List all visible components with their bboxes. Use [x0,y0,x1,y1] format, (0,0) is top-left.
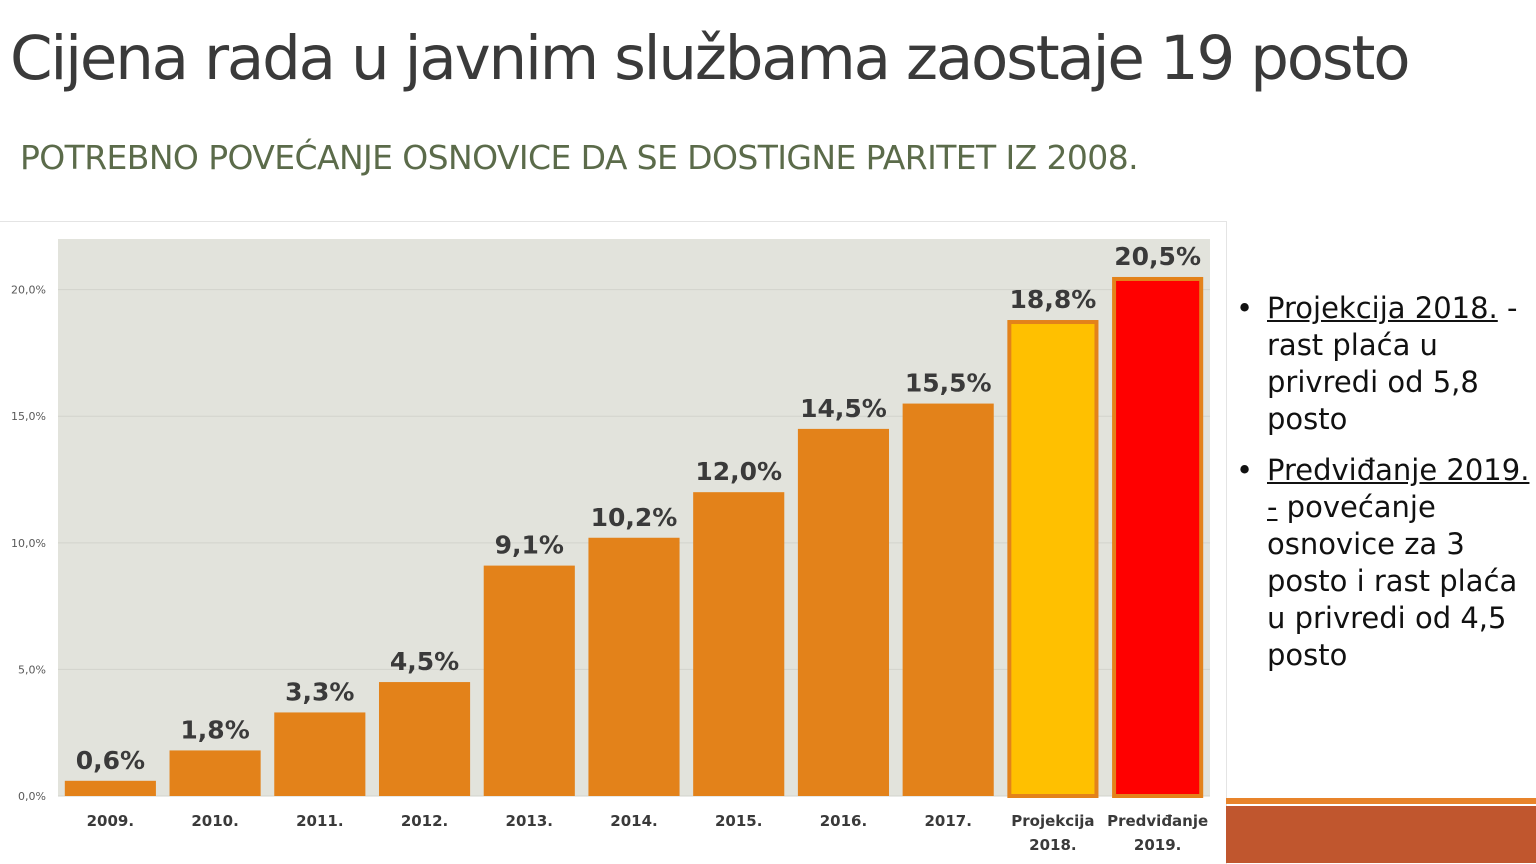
bar [483,565,575,796]
x-tick-label: 2010. [191,812,238,830]
y-tick-label: 0,0% [18,790,46,803]
bullet-icon: • [1236,291,1254,325]
bar [1112,276,1204,798]
bar [64,780,156,796]
note-text: - rast plaća u privredi od 5,8 posto [1267,291,1518,436]
decorative-stripe [1226,798,1536,804]
data-label: 4,5% [390,647,459,676]
x-tick-label: 2011. [296,812,343,830]
note-text: povećanje osnovice za 3 posto i rast pla… [1267,490,1518,672]
bar [588,537,680,796]
bar [378,682,471,796]
note-heading: Projekcija 2018. [1267,291,1498,325]
x-tick-label-line: 2011. [296,812,343,830]
y-tick-label: 10,0% [11,537,46,550]
decorative-block [1226,806,1536,863]
x-tick-label: Predviđanje 2019. [1107,812,1208,854]
x-tick-label-line: 2019. [1134,836,1181,854]
x-tick-label: 2017. [924,812,971,830]
slide-subtitle: POTREBNO POVEĆANJE OSNOVICE DA SE DOSTIG… [20,138,1139,177]
x-tick-label-line: 2012. [401,812,448,830]
x-tick-label-line: 2017. [924,812,971,830]
note-item-projection: • Projekcija 2018. - rast plaća u privre… [1236,290,1532,438]
data-label: 9,1% [495,531,564,560]
data-label: 18,8% [1010,285,1097,314]
bar [693,492,785,796]
x-tick-label-line: 2013. [506,812,553,830]
x-tick-label: 2009. [87,812,134,830]
slide-title: Cijena rada u javnim službama zaostaje 1… [10,23,1411,94]
note-item-forecast: • Predviđanje 2019. - povećanje osnovice… [1236,452,1532,674]
data-label: 0,6% [76,746,145,775]
x-tick-label-line: 2018. [1029,836,1076,854]
data-label: 15,5% [905,369,992,398]
bar [797,428,890,796]
x-tick-label-line: 2009. [87,812,134,830]
x-tick-label-line: 2014. [610,812,657,830]
y-tick-label: 20,0% [11,284,46,297]
bullet-icon: • [1236,453,1254,487]
x-tick-label-line: Predviđanje [1107,812,1208,830]
note-heading: Predviđanje 2019. - [1267,453,1530,524]
notes-list: • Projekcija 2018. - rast plaća u privre… [1236,290,1532,688]
x-tick-label-line: 2016. [820,812,867,830]
y-tick-label: 15,0% [11,410,46,423]
data-label: 12,0% [695,457,782,486]
x-tick-label: 2013. [506,812,553,830]
bar [169,750,261,796]
x-tick-label-line: 2015. [715,812,762,830]
x-tick-label-line: Projekcija [1011,812,1094,830]
bar [902,403,994,796]
data-label: 14,5% [800,394,887,423]
x-tick-label: 2014. [610,812,657,830]
chart-frame: 0,0% 5,0% 10,0% 15,0% 20,0% 0,6% 2009. 1,8% 2010… [0,221,1227,864]
bar [274,712,366,796]
x-tick-label: 2016. [820,812,867,830]
data-label: 1,8% [180,715,249,744]
data-label: 10,2% [591,503,678,532]
x-tick-label: 2012. [401,812,448,830]
data-label: 3,3% [285,677,354,706]
bar [1007,320,1099,798]
data-label: 20,5% [1114,242,1201,271]
x-tick-label: 2015. [715,812,762,830]
y-tick-label: 5,0% [18,663,46,676]
x-tick-label-line: 2010. [191,812,238,830]
bar-chart: 0,0% 5,0% 10,0% 15,0% 20,0% 0,6% 2009. 1,8% 2010… [11,239,1210,854]
x-tick-label: Projekcija 2018. [1011,812,1094,854]
